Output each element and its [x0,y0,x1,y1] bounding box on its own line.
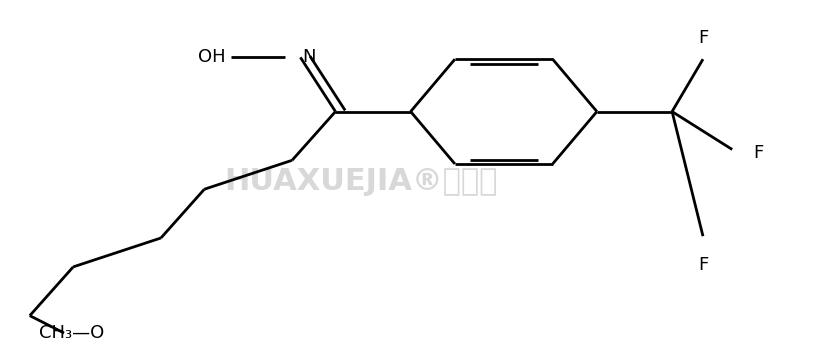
Text: F: F [698,28,708,47]
Text: HUAXUEJIA®化学加: HUAXUEJIA®化学加 [224,167,497,197]
Text: F: F [698,256,708,274]
Text: OH: OH [198,48,225,66]
Text: N: N [302,48,316,66]
Text: F: F [753,144,763,162]
Text: CH₃—O: CH₃—O [39,324,104,342]
